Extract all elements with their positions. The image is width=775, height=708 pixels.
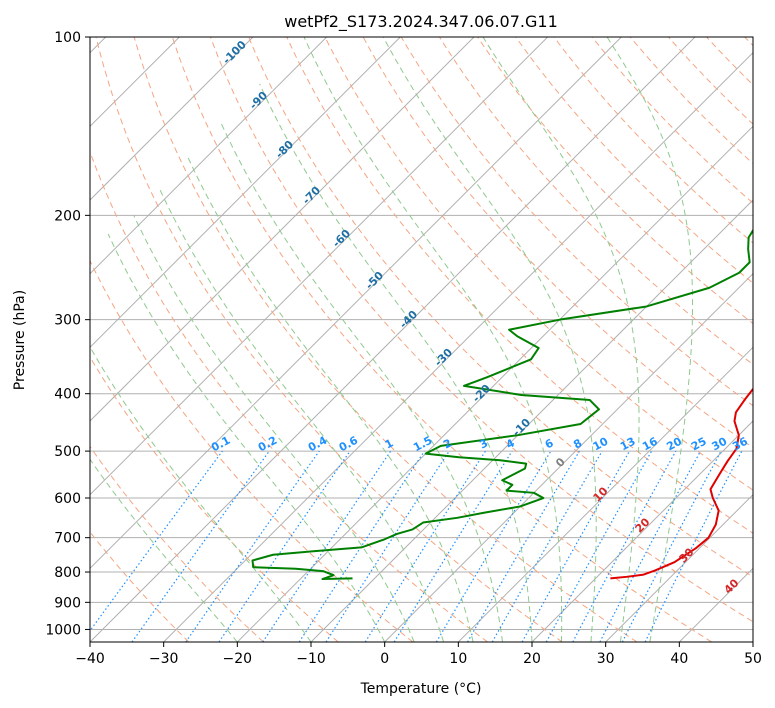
dry-adiabat-line bbox=[400, 37, 753, 407]
isotherm-line bbox=[90, 37, 622, 570]
mixing-ratio-label: 10 bbox=[591, 435, 611, 454]
y-tick-label: 100 bbox=[54, 30, 81, 46]
dry-adiabat-line bbox=[90, 445, 264, 642]
dry-adiabat-line bbox=[90, 259, 414, 642]
series-layer bbox=[251, 228, 753, 581]
mixing-ratio-line bbox=[491, 450, 603, 642]
y-tick-label: 600 bbox=[54, 491, 81, 507]
plot-frame bbox=[89, 36, 754, 643]
isotherm-line bbox=[384, 272, 753, 642]
x-axis: −40 −30 −20 −10 0 10 20 30 40 50 bbox=[75, 642, 762, 667]
dry-adiabat-line bbox=[515, 37, 753, 284]
x-tick-label: 10 bbox=[449, 651, 467, 667]
y-tick-label: 900 bbox=[54, 595, 81, 611]
y-tick-label: 800 bbox=[54, 565, 81, 581]
dry-adiabat-line bbox=[362, 37, 753, 449]
isotherm-line bbox=[90, 37, 328, 275]
y-tick-label: 700 bbox=[54, 531, 81, 547]
dry-adiabat-line bbox=[171, 37, 712, 642]
isotherm-line bbox=[531, 420, 753, 642]
moist-adiabat-line bbox=[107, 233, 386, 642]
dry-adiabat-line bbox=[133, 37, 638, 642]
temperature-profile-line bbox=[610, 387, 753, 580]
isotherm-line bbox=[90, 37, 549, 496]
isotherm-line bbox=[457, 346, 753, 642]
isotherm-line bbox=[90, 37, 401, 349]
moist-adiabat-line bbox=[90, 458, 238, 642]
y-tick-label: 200 bbox=[54, 208, 81, 224]
mixing-ratio-line bbox=[218, 450, 351, 642]
mixing-ratio-line bbox=[435, 450, 552, 642]
mixing-ratio-line bbox=[131, 450, 270, 642]
x-tick-label: 0 bbox=[380, 651, 389, 667]
moist-adiabat-line bbox=[133, 215, 415, 642]
dry-adiabat-line bbox=[248, 37, 753, 578]
mixing-ratio-line bbox=[185, 450, 320, 642]
mixing-ratio-label: 16 bbox=[640, 435, 660, 454]
dry-adiabat-line bbox=[477, 37, 753, 325]
mixing-ratio-label: 20 bbox=[664, 435, 684, 454]
isotherm-line bbox=[90, 37, 696, 642]
chart-title: wetPf2_S173.2024.347.06.07.G11 bbox=[284, 12, 558, 32]
x-tick-label: 40 bbox=[670, 651, 688, 667]
mixing-ratio-line bbox=[325, 450, 450, 642]
mixing-ratio-line bbox=[545, 450, 653, 642]
mixing-ratio-line bbox=[364, 450, 486, 642]
dewpoint-profile-line bbox=[251, 228, 753, 581]
dry-adiabat-line bbox=[629, 37, 753, 165]
y-tick-label: 300 bbox=[54, 313, 81, 329]
mixing-ratio-line bbox=[466, 450, 580, 642]
mixing-ratio-label: 30 bbox=[710, 435, 730, 454]
y-axis-title: Pressure (hPa) bbox=[12, 290, 28, 390]
moist-adiabat-line bbox=[606, 37, 694, 642]
y-tick-label: 1000 bbox=[45, 622, 81, 638]
mixing-ratio-label: 25 bbox=[689, 435, 709, 454]
x-tick-label: 50 bbox=[744, 651, 762, 667]
mixing-ratio-label: 36 bbox=[730, 435, 750, 454]
moist-adiabat-line bbox=[303, 37, 563, 642]
mixing-ratio-line bbox=[572, 450, 677, 642]
moist-adiabat-line bbox=[482, 37, 640, 642]
y-tick-label: 500 bbox=[54, 444, 81, 460]
moist-adiabat-line bbox=[158, 188, 445, 642]
x-tick-label: −30 bbox=[149, 651, 179, 667]
background-lines bbox=[90, 37, 753, 642]
mixing-ratio-label: 13 bbox=[618, 435, 638, 454]
mixing-ratio-line bbox=[393, 450, 513, 642]
x-tick-label: −40 bbox=[75, 651, 105, 667]
x-tick-label: −20 bbox=[223, 651, 253, 667]
dry-adiabat-line bbox=[591, 37, 753, 204]
mixing-ratio-line bbox=[521, 450, 631, 642]
x-axis-title: Temperature (°C) bbox=[360, 681, 482, 697]
dry-adiabat-line bbox=[95, 37, 563, 642]
x-tick-label: 20 bbox=[523, 651, 541, 667]
isotherm-line bbox=[90, 37, 254, 201]
plot-area bbox=[90, 37, 753, 642]
mixing-ratio-line bbox=[90, 450, 223, 632]
y-tick-label: 400 bbox=[54, 387, 81, 403]
moist-adiabat-line bbox=[382, 37, 597, 642]
dry-adiabat-line bbox=[324, 37, 753, 491]
isotherm-line bbox=[236, 125, 753, 642]
y-axis: 1000 900 800 700 600 500 400 300 200 100 bbox=[45, 30, 90, 638]
dry-adiabat-line bbox=[210, 37, 753, 623]
x-tick-label: −10 bbox=[296, 651, 326, 667]
isotherm-line bbox=[605, 493, 753, 642]
isotherm-line bbox=[90, 37, 475, 422]
isotherm-line bbox=[163, 51, 753, 642]
x-tick-label: 30 bbox=[597, 651, 615, 667]
moist-adiabat-line bbox=[220, 123, 504, 642]
